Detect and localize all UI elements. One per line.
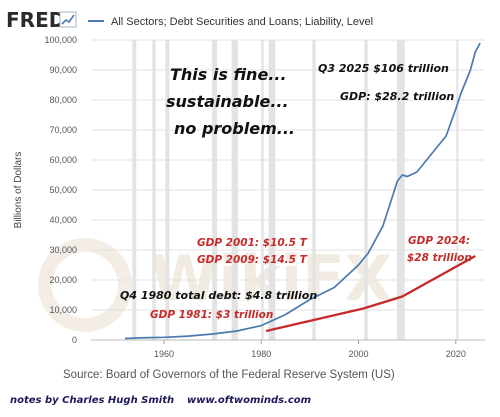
annotation-q3-2025: Q3 2025 $106 trillion xyxy=(318,62,449,75)
footer-author: notes by Charles Hugh Smith xyxy=(10,395,174,406)
fred-header: FRED All Sectors; Debt Securities and Lo… xyxy=(6,8,373,32)
y-tick-label-3: 30,000 xyxy=(49,245,77,255)
annotation-fine-line1: This is fine... xyxy=(170,65,287,84)
x-tick-label-0: 1960 xyxy=(154,349,174,359)
x-axis-ticks: 1960 1980 2000 2020 xyxy=(91,339,485,359)
y-tick-label-5: 50,000 xyxy=(49,185,77,195)
y-tick-label-2: 20,000 xyxy=(49,275,77,285)
y-axis-ticks: 0 10,000 20,000 30,000 40,000 50,000 60,000 70,… xyxy=(44,35,77,345)
series-title: All Sectors; Debt Securities and Loans; … xyxy=(111,16,373,28)
y-axis-label: Billions of Dollars xyxy=(13,152,24,229)
annotation-gdp-top: GDP: $28.2 trillion xyxy=(340,90,454,103)
y-tick-label-0: 0 xyxy=(72,335,77,345)
y-tick-label-6: 60,000 xyxy=(49,155,77,165)
annotation-gdp-2024-line2: $28 trillion xyxy=(407,252,472,264)
x-tick-label-3: 2020 xyxy=(446,349,466,359)
watermark-emblem-icon xyxy=(38,238,132,332)
fred-logo-graph-icon xyxy=(59,11,77,28)
annotation-gdp-2024-line1: GDP 2024: xyxy=(408,235,470,247)
series-line-0 xyxy=(124,42,481,340)
fred-logo: FRED xyxy=(6,8,65,32)
annotation-gdp-2001: GDP 2001: $10.5 T xyxy=(197,237,308,249)
y-tick-label-8: 80,000 xyxy=(49,95,77,105)
annotation-fine-line2: sustainable... xyxy=(166,92,289,111)
series-line-1 xyxy=(265,254,476,333)
y-tick-label-7: 70,000 xyxy=(49,125,77,135)
y-tick-label-9: 90,000 xyxy=(49,65,77,75)
annotation-fine-line3: no problem... xyxy=(174,119,295,138)
x-tick-label-1: 1980 xyxy=(251,349,271,359)
annotation-gdp-1981: GDP 1981: $3 trillion xyxy=(150,309,273,321)
annotations: This is fine... sustainable... no proble… xyxy=(120,62,472,321)
y-tick-label-10: 100,000 xyxy=(44,35,77,45)
source-note: Source: Board of Governors of the Federa… xyxy=(63,369,395,381)
series-lines xyxy=(124,42,481,340)
annotation-gdp-2009: GDP 2009: $14.5 T xyxy=(197,254,308,266)
plot-area: 0 10,000 20,000 30,000 40,000 50,000 60,000 70,… xyxy=(44,35,485,359)
annotation-q4-1980: Q4 1980 total debt: $4.8 trillion xyxy=(120,289,317,302)
x-tick-label-2: 2000 xyxy=(349,349,369,359)
gridlines xyxy=(91,39,485,341)
y-tick-label-4: 40,000 xyxy=(49,215,77,225)
y-tick-label-1: 10,000 xyxy=(49,305,77,315)
footer-url: www.oftwominds.com xyxy=(187,395,311,406)
